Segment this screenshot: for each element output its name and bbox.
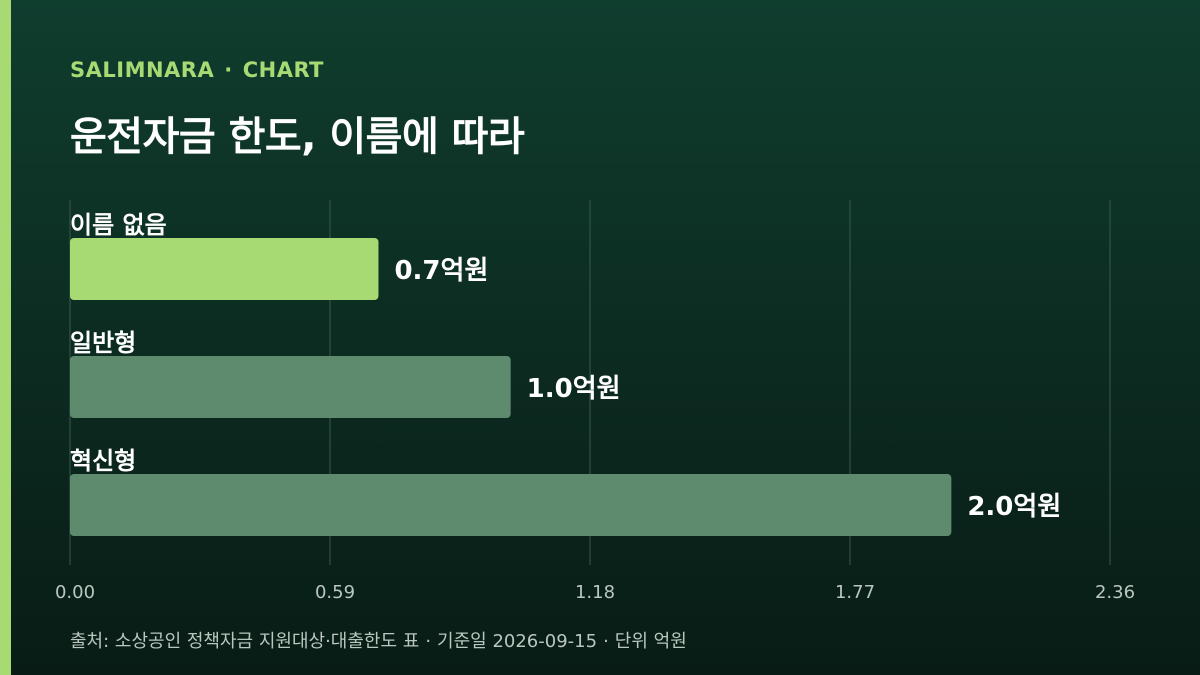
brand-label: SALIMNARA [70,58,215,82]
bar [70,356,511,418]
category-label: 이름 없음 [70,211,167,239]
reference-date: 기준일 2026-09-15 [437,631,598,652]
eyebrow-separator: · [224,58,233,82]
eyebrow: SALIMNARA · CHART [70,58,324,82]
category-label: 혁신형 [70,447,136,475]
x-tick-label: 0.59 [315,582,355,603]
data-label: 1.0억원 [527,374,621,404]
source-text: 출처: 소상공인 정책자금 지원대상·대출한도 표 [70,631,420,652]
data-label: 0.7억원 [394,256,488,286]
source-separator-1: · [425,631,432,652]
x-tick-label: 1.77 [835,582,875,603]
chart-title: 운전자금 한도, 이름에 따라 [70,114,525,160]
data-label: 2.0억원 [967,492,1061,522]
kicker-label: CHART [242,58,325,82]
bar [70,474,952,536]
x-tick-label: 1.18 [575,582,615,603]
bar [70,238,379,300]
accent-bar [0,0,11,675]
x-tick-label: 2.36 [1095,582,1135,603]
unit-note: 단위 억원 [614,631,687,652]
source-note: 출처: 소상공인 정책자금 지원대상·대출한도 표 · 기준일 2026-09-15… [70,627,687,653]
x-tick-label: 0.00 [55,582,95,603]
category-label: 일반형 [70,329,136,357]
source-separator-2: · [603,631,609,652]
